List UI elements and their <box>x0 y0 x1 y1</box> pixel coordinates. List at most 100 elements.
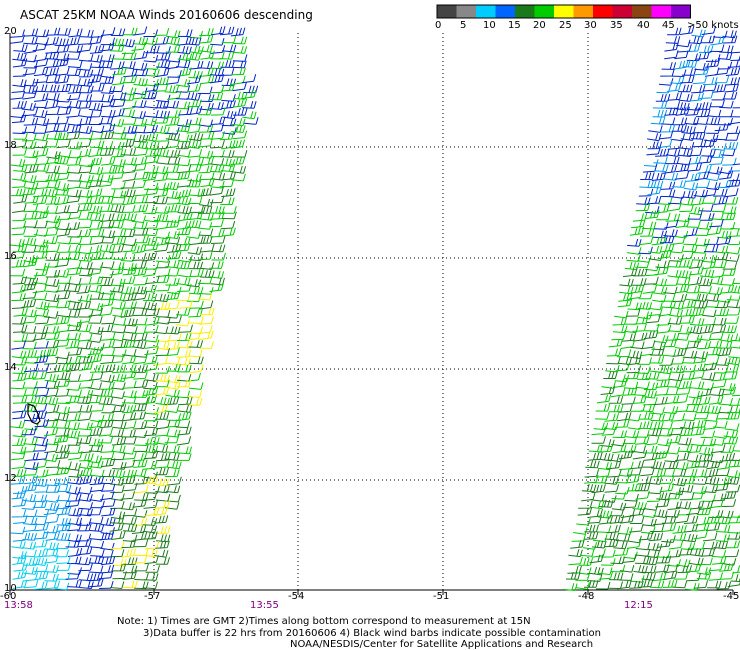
wind-barb <box>155 365 170 374</box>
wind-barb <box>78 355 93 364</box>
wind-barb <box>67 579 82 588</box>
wind-barb <box>54 57 70 68</box>
wind-barb <box>706 109 722 118</box>
wind-barb <box>22 532 37 541</box>
wind-barb <box>121 429 136 438</box>
wind-barb <box>588 508 603 518</box>
wind-barb <box>690 548 705 557</box>
wind-barb <box>21 237 37 246</box>
wind-barb <box>714 431 729 439</box>
wind-barb <box>608 395 624 404</box>
wind-barb <box>88 35 103 45</box>
wind-barb <box>210 45 226 54</box>
wind-barb <box>23 370 39 380</box>
wind-barb <box>177 67 192 77</box>
wind-barb <box>145 565 160 573</box>
wind-barb <box>133 365 148 373</box>
wind-barb <box>655 379 670 388</box>
wind-barb <box>599 452 614 462</box>
wind-barb <box>688 325 703 335</box>
wind-barb <box>187 390 203 398</box>
wind-barb <box>12 555 27 565</box>
wind-barb <box>661 535 676 543</box>
wind-barb <box>45 331 61 341</box>
wind-barb <box>100 483 116 492</box>
wind-barb <box>653 396 668 406</box>
wind-barb <box>642 284 658 294</box>
wind-barb <box>635 381 650 390</box>
wind-barb <box>188 349 203 358</box>
wind-barb <box>90 83 105 92</box>
wind-barb <box>77 116 92 126</box>
wind-barb <box>715 524 731 533</box>
wind-barb <box>696 396 711 406</box>
wind-barb <box>109 38 125 47</box>
wind-barb <box>728 228 740 237</box>
wind-barb <box>697 286 712 294</box>
wind-barb <box>178 134 193 143</box>
wind-barb <box>674 50 689 60</box>
wind-barb <box>142 395 157 405</box>
wind-barb <box>76 138 92 148</box>
wind-barb <box>598 510 613 519</box>
wind-barb <box>32 84 48 92</box>
wind-barb <box>56 555 71 564</box>
wind-barb <box>708 166 723 175</box>
wind-barb <box>667 202 682 212</box>
wind-barb <box>112 66 127 76</box>
wind-barb <box>198 235 213 244</box>
wind-barb <box>122 196 137 206</box>
wind-barb <box>34 522 49 532</box>
wind-barb <box>133 36 149 46</box>
wind-barb <box>700 35 716 44</box>
wind-barb <box>57 363 72 373</box>
wind-barb <box>714 66 730 76</box>
wind-barb <box>57 149 72 158</box>
wind-barb <box>44 356 59 365</box>
wind-barb <box>55 74 70 84</box>
wind-barb <box>78 475 93 485</box>
wind-barb <box>199 131 215 140</box>
wind-barb <box>722 261 738 270</box>
wind-barb <box>56 506 72 516</box>
wind-barb <box>585 460 600 469</box>
wind-barb <box>144 407 159 415</box>
wind-barb <box>43 348 59 357</box>
wind-barb <box>730 333 740 342</box>
wind-barb <box>614 419 630 428</box>
wind-barb <box>197 222 213 230</box>
wind-barb <box>642 445 658 454</box>
wind-barb <box>122 125 138 134</box>
wind-barb <box>624 261 640 271</box>
wind-barb <box>606 524 621 534</box>
wind-barb <box>79 453 94 462</box>
wind-barb <box>563 583 578 591</box>
wind-barb <box>143 531 158 540</box>
wind-barb <box>166 364 181 372</box>
wind-barb <box>231 165 247 174</box>
wind-barb <box>687 162 702 172</box>
wind-barb <box>648 302 663 311</box>
wind-barb <box>132 118 148 127</box>
wind-barb <box>699 447 714 456</box>
wind-barb <box>88 371 104 381</box>
wind-barb <box>145 45 160 54</box>
wind-barb <box>56 532 71 541</box>
wind-barb <box>656 212 671 221</box>
wind-barb <box>56 563 71 571</box>
wind-barb <box>143 500 158 509</box>
wind-barb <box>122 571 137 580</box>
wind-barb <box>46 364 61 374</box>
wind-barb <box>54 434 70 444</box>
scale-swatch <box>534 5 554 18</box>
wind-barb <box>728 356 740 359</box>
wind-barb <box>660 294 676 302</box>
wind-barb <box>694 459 710 468</box>
wind-barb <box>109 165 125 174</box>
wind-barb <box>98 116 114 125</box>
wind-barb <box>721 268 736 276</box>
wind-barb <box>133 195 149 204</box>
wind-barb <box>727 300 740 309</box>
legend-label: 25 <box>559 20 572 31</box>
wind-barb <box>176 141 191 150</box>
